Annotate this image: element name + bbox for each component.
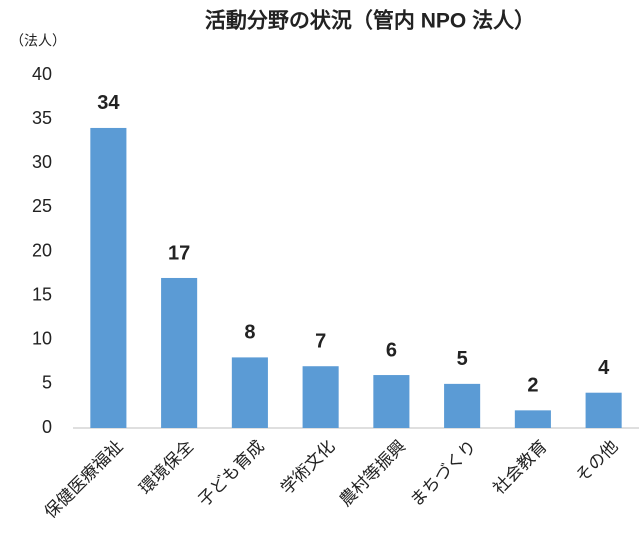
y-tick-label: 35 xyxy=(32,108,52,128)
value-label: 34 xyxy=(97,92,120,114)
value-label: 17 xyxy=(168,242,190,264)
bar xyxy=(514,410,551,428)
value-label: 2 xyxy=(527,375,538,397)
y-tick-label: 20 xyxy=(32,240,52,260)
y-tick-label: 0 xyxy=(42,417,52,437)
bar xyxy=(231,357,268,428)
y-tick-label: 40 xyxy=(32,64,52,84)
value-label: 8 xyxy=(244,322,255,344)
y-tick-label: 25 xyxy=(32,196,52,216)
chart-title: 活動分野の状況（管内 NPO 法人） xyxy=(205,9,535,33)
bar xyxy=(90,127,127,428)
x-tick-label: 農村等振興 xyxy=(336,437,410,511)
x-tick-label: まちづくり xyxy=(407,437,481,511)
y-tick-label: 15 xyxy=(32,284,52,304)
value-label: 4 xyxy=(598,357,610,379)
value-label: 5 xyxy=(457,348,468,370)
bar xyxy=(373,375,410,428)
bar xyxy=(161,277,198,428)
bar xyxy=(302,366,339,428)
x-tick-label: 社会教育 xyxy=(489,437,551,499)
bar xyxy=(444,383,481,428)
x-tick-label: 子ども育成 xyxy=(194,437,268,511)
y-tick-label: 10 xyxy=(32,329,52,349)
y-tick-label: 30 xyxy=(32,152,52,172)
value-label: 7 xyxy=(315,331,326,353)
bar xyxy=(585,392,622,428)
x-tick-label: 学術文化 xyxy=(277,437,339,499)
y-axis-label: （法人） xyxy=(10,33,66,49)
x-tick-label: 環境保全 xyxy=(136,437,198,499)
x-tick-label: 保健医療福祉 xyxy=(41,437,127,523)
y-tick-label: 5 xyxy=(42,373,52,393)
value-label: 6 xyxy=(386,339,397,361)
x-tick-label: その他 xyxy=(572,437,621,486)
